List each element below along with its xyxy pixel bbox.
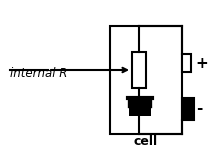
- Bar: [110, 26, 182, 134]
- Bar: [132, 52, 146, 88]
- Text: +: +: [195, 56, 208, 71]
- Text: internal R: internal R: [10, 67, 67, 80]
- Text: cell: cell: [134, 135, 158, 148]
- Bar: [129, 106, 151, 116]
- Bar: [182, 54, 191, 72]
- Bar: [182, 98, 194, 120]
- Text: -: -: [196, 102, 202, 117]
